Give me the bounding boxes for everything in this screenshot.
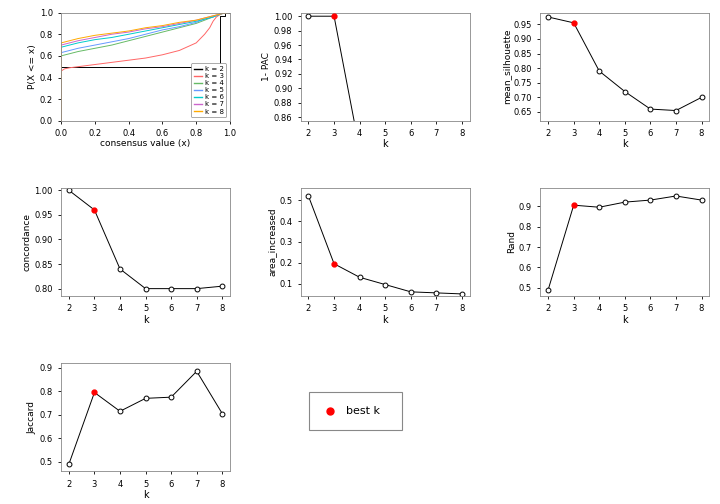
Y-axis label: 1- PAC: 1- PAC <box>262 52 271 81</box>
Text: best k: best k <box>346 406 380 416</box>
Y-axis label: Rand: Rand <box>507 230 516 254</box>
X-axis label: k: k <box>622 140 628 150</box>
Y-axis label: Jaccard: Jaccard <box>28 401 37 433</box>
Y-axis label: concordance: concordance <box>22 213 32 271</box>
Y-axis label: P(X <= x): P(X <= x) <box>28 44 37 89</box>
X-axis label: k: k <box>382 140 388 150</box>
X-axis label: k: k <box>143 314 148 325</box>
X-axis label: consensus value (x): consensus value (x) <box>101 140 191 149</box>
X-axis label: k: k <box>143 490 148 500</box>
Y-axis label: mean_silhouette: mean_silhouette <box>502 29 510 104</box>
X-axis label: k: k <box>382 314 388 325</box>
Y-axis label: area_increased: area_increased <box>267 208 276 276</box>
X-axis label: k: k <box>622 314 628 325</box>
Legend: k = 2, k = 3, k = 4, k = 5, k = 6, k = 7, k = 8: k = 2, k = 3, k = 4, k = 5, k = 6, k = 7… <box>191 64 227 117</box>
